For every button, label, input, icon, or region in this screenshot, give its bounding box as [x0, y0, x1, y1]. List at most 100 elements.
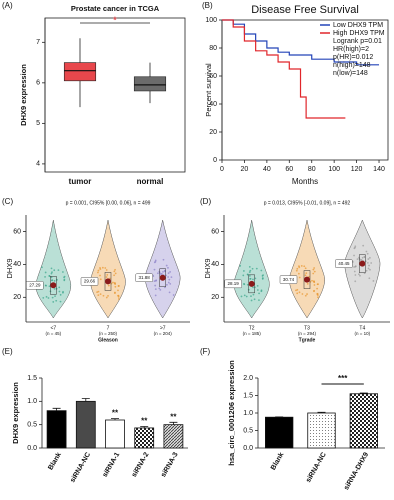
jitter-point	[295, 289, 297, 292]
y-tick-label: 100	[205, 17, 217, 24]
annotation: HR(high)=2	[333, 46, 369, 53]
panel-label: (F)	[200, 347, 211, 356]
jitter-point	[254, 277, 257, 280]
x-tick-label: siRNA-2	[131, 451, 151, 478]
sig-label: *	[113, 16, 117, 27]
jitter-point	[107, 284, 110, 287]
x-tick-label: 7	[107, 325, 110, 331]
jitter-point	[304, 267, 307, 270]
jitter-point	[255, 267, 258, 270]
jitter-point	[54, 295, 56, 298]
jitter-point	[167, 272, 170, 275]
jitter-point	[44, 275, 46, 278]
jitter-point	[55, 299, 58, 302]
y-tick-label: 40	[209, 101, 217, 108]
jitter-point	[169, 283, 172, 285]
x-tick-label: 0	[220, 166, 224, 173]
jitter-point	[312, 272, 315, 275]
n-label: (n = 294)	[298, 331, 317, 336]
legend-label: Low DHX9 TPM	[333, 22, 383, 29]
jitter-point	[365, 250, 368, 253]
jitter-point	[99, 274, 101, 277]
sig-label: ***	[338, 374, 348, 383]
y-tick-label: 40	[211, 261, 219, 268]
jitter-point	[313, 280, 315, 283]
y-tick-label: 1.0	[27, 398, 37, 405]
jitter-point	[41, 266, 43, 269]
jitter-point	[316, 294, 319, 296]
jitter-point	[250, 299, 253, 302]
y-axis-label: DHX9 expression	[19, 64, 28, 126]
jitter-point	[369, 268, 371, 271]
jitter-point	[63, 275, 66, 278]
jitter-point	[361, 256, 364, 259]
jitter-point	[356, 258, 359, 261]
jitter-point	[158, 287, 161, 290]
error-bar	[81, 398, 90, 402]
sig-label: **	[170, 412, 177, 421]
jitter-point	[154, 260, 157, 263]
jitter-point	[258, 299, 260, 302]
jitter-point	[97, 269, 100, 272]
x-tick-label: siRNA-NC	[305, 451, 328, 483]
jitter-point	[245, 295, 248, 298]
x-tick-label: siRNA-DHX9	[343, 451, 370, 491]
jitter-point	[102, 294, 105, 297]
jitter-point	[97, 290, 100, 293]
jitter-point	[154, 294, 157, 297]
y-tick-label: 0.0	[27, 445, 37, 452]
jitter-point	[158, 270, 161, 273]
mean-label-box	[26, 281, 44, 290]
jitter-point	[110, 282, 113, 285]
mean-point	[248, 280, 255, 287]
x-tick-label: T4	[359, 325, 365, 331]
y-tick-label: 60	[13, 228, 21, 235]
y-axis-label: DHX9	[5, 258, 14, 278]
jitter-point	[59, 293, 62, 296]
jitter-point	[58, 290, 61, 293]
x-axis-label: Gleason	[98, 337, 118, 343]
jitter-point	[368, 256, 371, 259]
jitter-point	[354, 246, 356, 249]
jitter-point	[167, 281, 170, 284]
y-tick-label: 20	[209, 129, 217, 136]
y-tick-label: 5	[36, 120, 40, 127]
jitter-point	[300, 265, 303, 267]
jitter-point	[53, 279, 56, 282]
x-tick-label: tumor	[69, 177, 92, 186]
jitter-point	[306, 293, 308, 295]
jitter-point	[246, 273, 249, 276]
y-tick-label: 0.0	[243, 445, 253, 452]
y-tick-label: 0.5	[27, 422, 37, 429]
survival-line	[222, 19, 380, 66]
jitter-point	[159, 288, 162, 291]
jitter-point	[261, 278, 264, 280]
jitter-point	[156, 272, 159, 275]
jitter-point	[353, 254, 355, 257]
mean-label: 27.29	[29, 282, 41, 287]
jitter-point	[99, 293, 102, 296]
mean-point	[359, 260, 366, 267]
y-tick-label: 7	[36, 39, 40, 46]
mean-label-box	[135, 273, 153, 283]
jitter-point	[163, 269, 166, 272]
jitter-point	[249, 269, 252, 272]
jitter-point	[113, 274, 116, 277]
jitter-point	[117, 289, 119, 292]
x-tick-label: 100	[328, 166, 340, 173]
jitter-point	[117, 298, 120, 300]
panel-label: (B)	[202, 1, 213, 10]
violin	[233, 219, 270, 319]
jitter-point	[304, 294, 307, 297]
y-tick-label: 6	[36, 80, 40, 87]
jitter-point	[256, 289, 259, 291]
jitter-point	[155, 279, 158, 282]
jitter-point	[50, 267, 53, 270]
annotation: n(high)=148	[333, 62, 371, 69]
jitter-point	[168, 278, 171, 281]
jitter-point	[172, 294, 175, 296]
jitter-point	[96, 291, 98, 294]
mean-point	[159, 274, 166, 281]
y-tick-label: 4	[36, 161, 40, 168]
jitter-point	[51, 271, 53, 274]
